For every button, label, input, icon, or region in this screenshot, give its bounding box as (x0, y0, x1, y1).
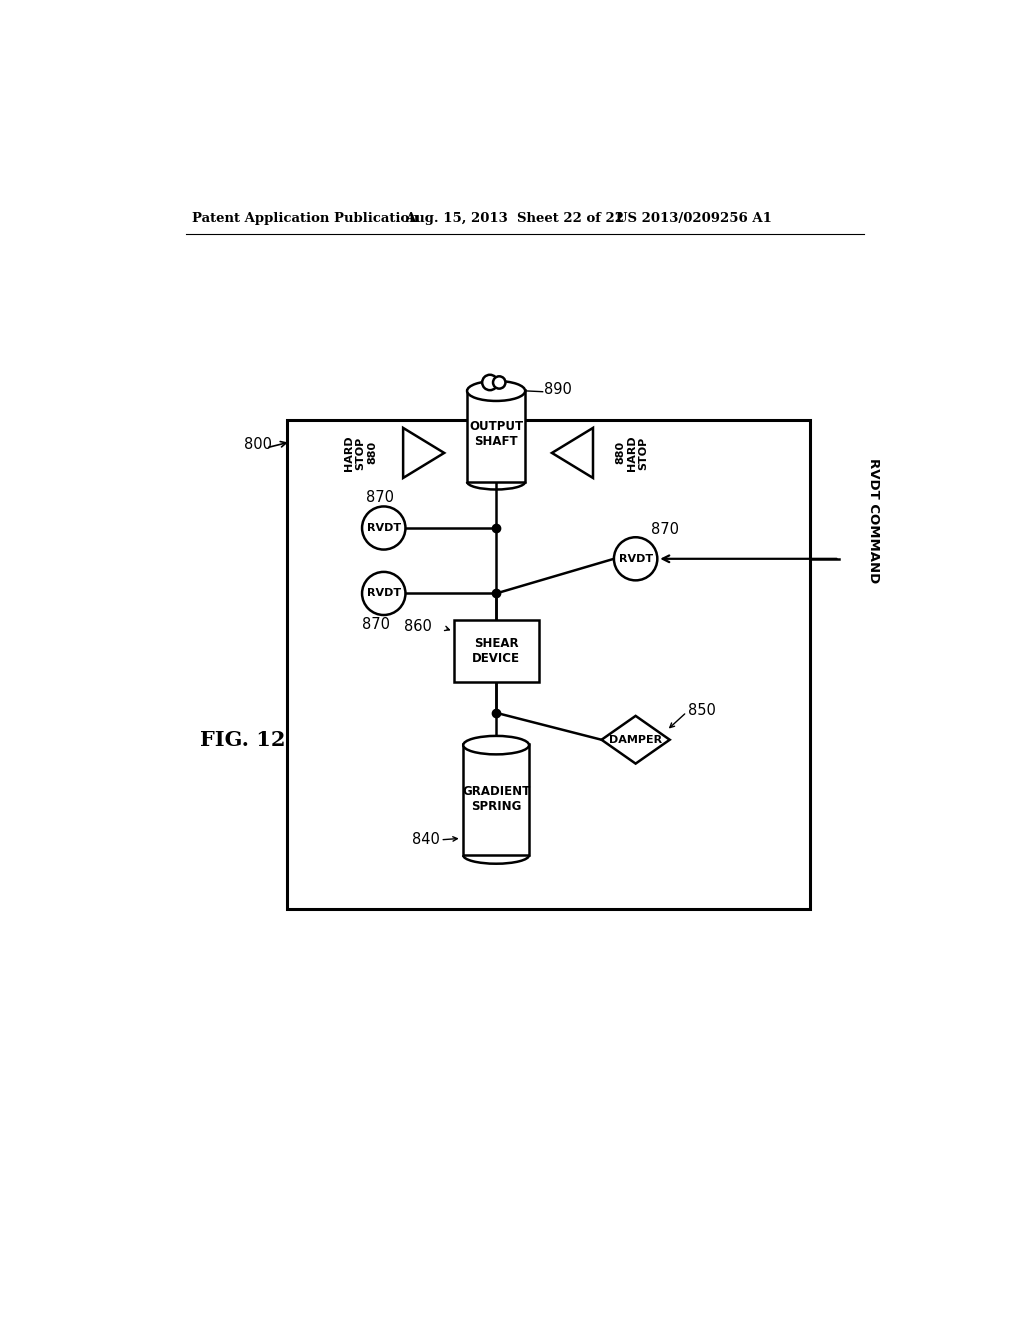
Ellipse shape (463, 737, 529, 755)
Text: HARD
STOP
880: HARD STOP 880 (344, 436, 377, 471)
Circle shape (614, 537, 657, 581)
Polygon shape (601, 715, 670, 763)
Text: 870: 870 (651, 521, 679, 537)
Text: 870: 870 (362, 616, 390, 632)
Text: 840: 840 (413, 833, 440, 847)
Text: 870: 870 (366, 490, 394, 504)
Text: US 2013/0209256 A1: US 2013/0209256 A1 (616, 213, 772, 224)
Circle shape (482, 375, 498, 391)
Polygon shape (552, 428, 593, 478)
Bar (287, 420, 810, 909)
Ellipse shape (467, 381, 525, 401)
Bar (463, 744, 529, 855)
Text: 860: 860 (403, 619, 432, 634)
Text: 850: 850 (688, 704, 716, 718)
Text: 800: 800 (244, 437, 272, 453)
Circle shape (362, 507, 406, 549)
Polygon shape (403, 428, 444, 478)
Text: GRADIENT
SPRING: GRADIENT SPRING (462, 784, 530, 813)
Text: SHEAR
DEVICE: SHEAR DEVICE (472, 638, 520, 665)
Text: RVDT: RVDT (367, 589, 400, 598)
Circle shape (493, 376, 506, 388)
Text: OUTPUT
SHAFT: OUTPUT SHAFT (469, 420, 523, 447)
Bar (454, 620, 539, 682)
Bar (467, 391, 525, 482)
Text: FIG. 12: FIG. 12 (200, 730, 286, 750)
Text: RVDT COMMAND: RVDT COMMAND (867, 458, 880, 583)
Text: 880
HARD
STOP: 880 HARD STOP (615, 436, 648, 471)
Text: RVDT: RVDT (618, 554, 652, 564)
Circle shape (362, 572, 406, 615)
Text: 890: 890 (544, 381, 572, 397)
Text: RVDT: RVDT (367, 523, 400, 533)
Text: Patent Application Publication: Patent Application Publication (191, 213, 418, 224)
Text: DAMPER: DAMPER (609, 735, 663, 744)
Text: Aug. 15, 2013  Sheet 22 of 22: Aug. 15, 2013 Sheet 22 of 22 (406, 213, 625, 224)
